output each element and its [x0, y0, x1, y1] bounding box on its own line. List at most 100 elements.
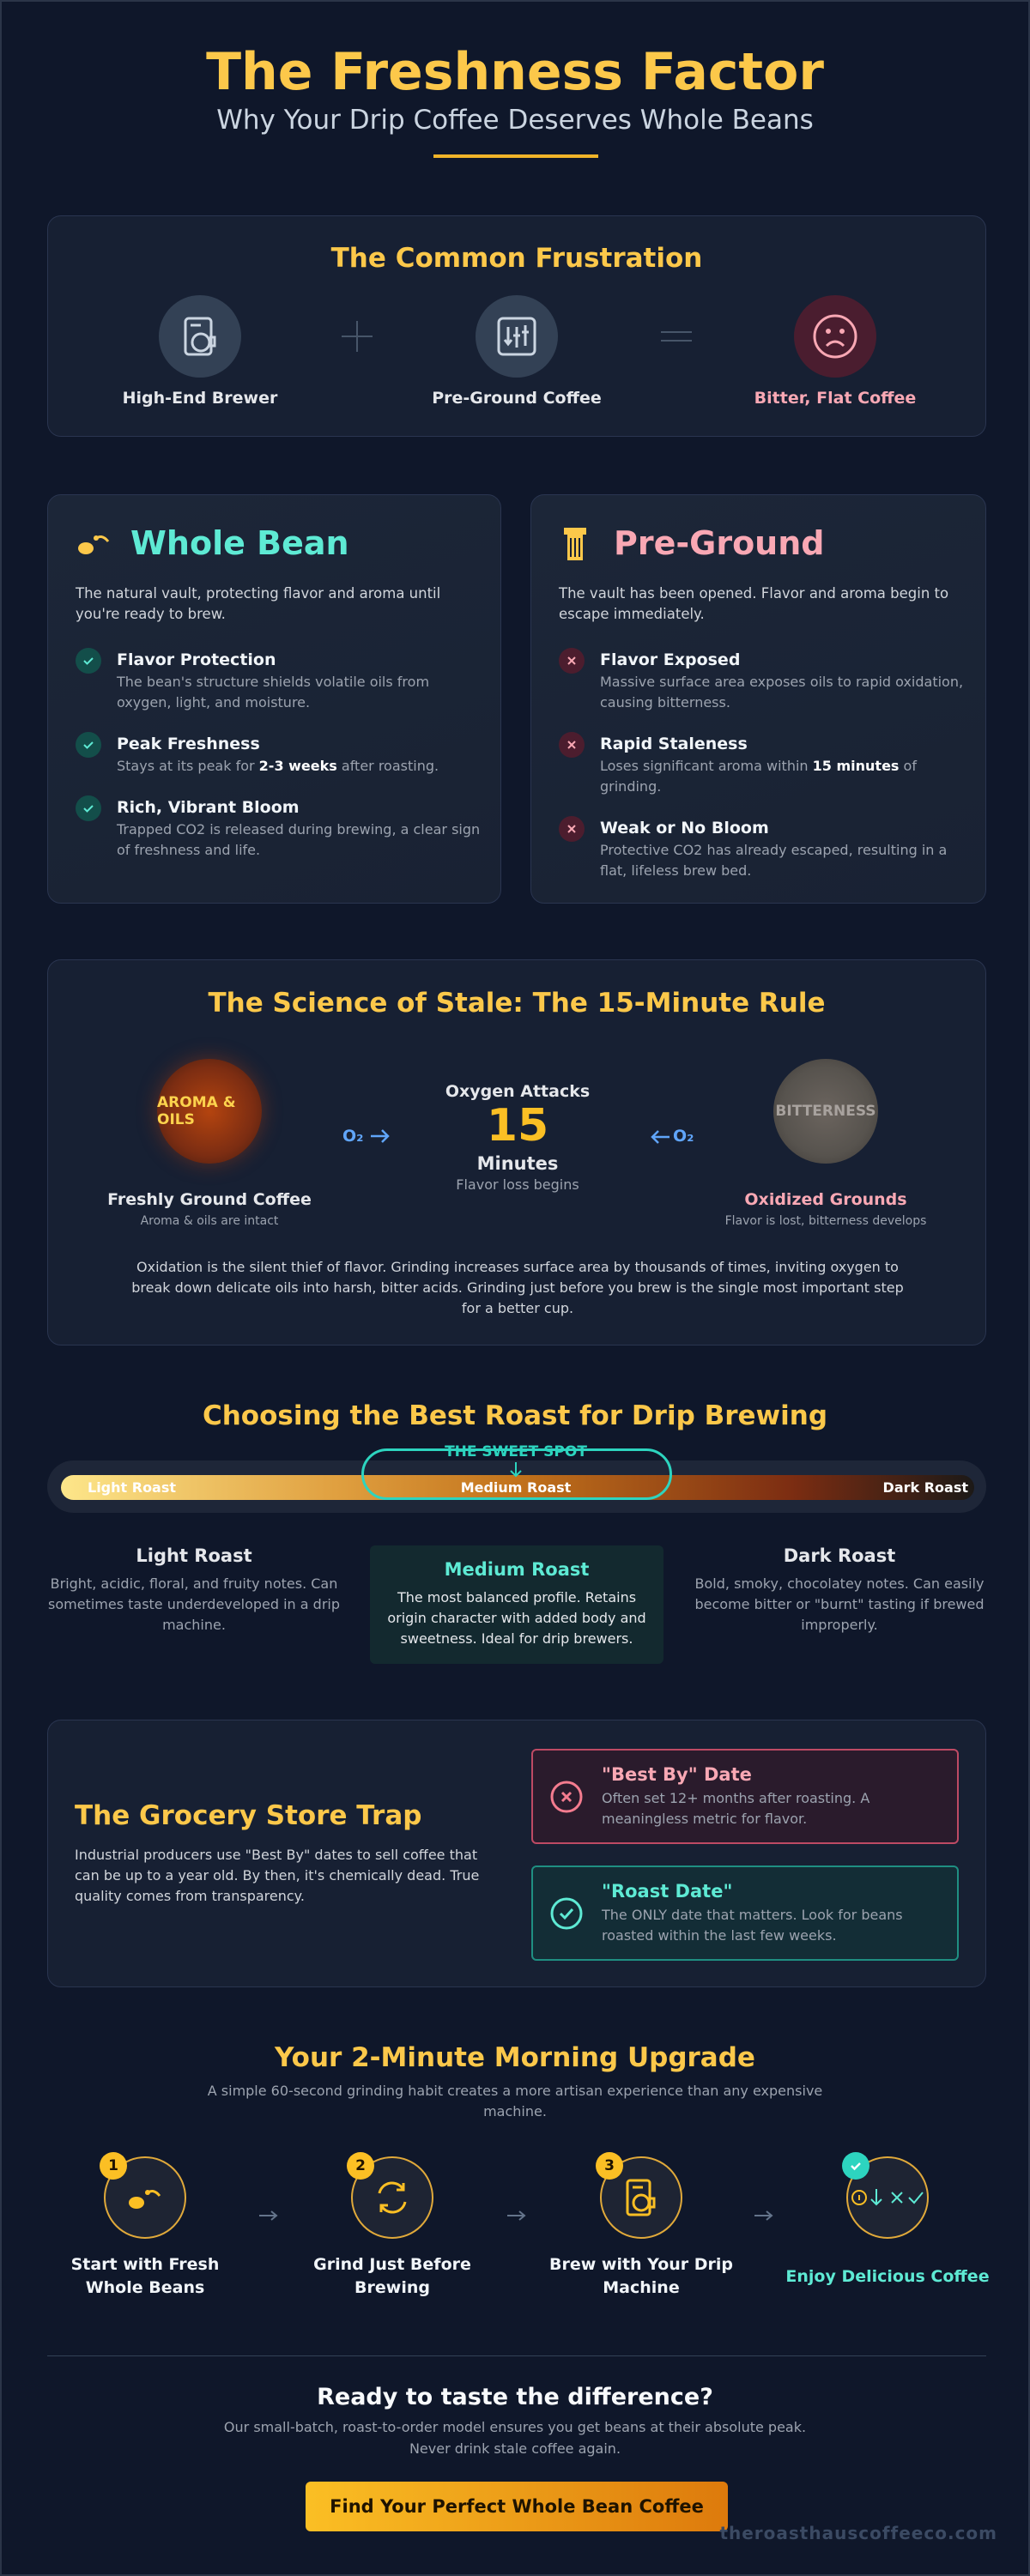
- oxygen-arrow: [371, 1129, 390, 1143]
- item-description: Loses significant aroma within 15 minute…: [600, 756, 969, 797]
- step-arrow: [754, 2210, 773, 2221]
- divider: [47, 2355, 986, 2356]
- item-label: Pre-Ground Coffee: [432, 389, 602, 408]
- fresh-sub: Aroma & oils are intact: [140, 1214, 279, 1228]
- attack-heading: Oxygen Attacks: [445, 1082, 591, 1101]
- card-title: Whole Bean: [130, 524, 349, 562]
- fresh-label: Freshly Ground Coffee: [107, 1190, 312, 1209]
- description-text: after roasting.: [336, 758, 439, 774]
- benefit-list: Flavor Protection The bean's structure sh…: [76, 648, 486, 861]
- icon-glyph: [83, 741, 94, 749]
- description-text: 2-3 weeks: [258, 758, 337, 774]
- page-subtitle: Why Your Drip Coffee Deserves Whole Bean…: [216, 105, 814, 136]
- x-icon: [559, 816, 585, 842]
- stale-circle: BITTERNESS: [773, 1059, 878, 1164]
- item-description: Trapped CO2 is released during brewing, …: [117, 819, 486, 861]
- step-badge: [842, 2152, 869, 2180]
- icon-glyph: [567, 656, 576, 665]
- step-circle: [104, 2156, 186, 2239]
- oxygen-label: O₂: [673, 1127, 694, 1146]
- description-text: 15 minutes: [812, 758, 900, 774]
- list-item: Flavor Protection The bean's structure sh…: [76, 648, 486, 713]
- fresh-circle: AROMA & OILS: [157, 1059, 262, 1164]
- roast-name: Dark Roast: [783, 1545, 896, 1566]
- section-title: Your 2-Minute Morning Upgrade: [275, 2042, 755, 2073]
- description-text: The bean's structure shields volatile oi…: [117, 674, 430, 711]
- item-label: High-End Brewer: [122, 389, 278, 408]
- item-description: Stays at its peak for 2-3 weeks after ro…: [117, 756, 486, 777]
- card-intro: The natural vault, protecting flavor and…: [76, 585, 441, 622]
- roast-desc: The most balanced profile. Retains origi…: [387, 1589, 646, 1647]
- attack-note: Flavor loss begins: [456, 1176, 579, 1193]
- section-title: The Grocery Store Trap: [75, 1800, 422, 1831]
- roast-desc: Bold, smoky, chocolatey notes. Can easil…: [694, 1575, 985, 1633]
- science-card: The Science of Stale: The 15-Minute Rule…: [47, 959, 986, 1345]
- roast-name: Medium Roast: [444, 1559, 590, 1580]
- scale-label: Dark Roast: [882, 1479, 968, 1496]
- list-item: Rich, Vibrant Bloom Trapped CO2 is releas…: [76, 795, 486, 861]
- description-text: Protective CO2 has already escaped, resu…: [600, 842, 948, 879]
- drawback-list: Flavor Exposed Massive surface area expos…: [559, 648, 969, 881]
- card-intro: The vault has been opened. Flavor and ar…: [559, 585, 949, 622]
- attack-number: 15: [486, 1100, 549, 1152]
- date-title: "Roast Date": [602, 1881, 733, 1902]
- scale-label: Medium Roast: [460, 1479, 572, 1496]
- cta-text: Our small-batch, roast-to-order model en…: [223, 2419, 807, 2435]
- page-title: The Freshness Factor: [206, 42, 824, 102]
- item-title: Rich, Vibrant Bloom: [117, 798, 300, 817]
- brewer-icon: [159, 295, 241, 378]
- cta-button[interactable]: Find Your Perfect Whole Bean Coffee: [306, 2482, 728, 2531]
- check-icon: [76, 648, 101, 674]
- date-desc: The ONLY date that matters. Look for bea…: [602, 1907, 903, 1944]
- item-description: Protective CO2 has already escaped, resu…: [600, 840, 969, 881]
- item-title: Peak Freshness: [117, 735, 260, 753]
- scale-label: Light Roast: [88, 1479, 177, 1496]
- item-label: Bitter, Flat Coffee: [754, 389, 917, 408]
- whole-bean-card: Whole Bean The natural vault, protecting…: [47, 494, 501, 904]
- step-icon: [626, 2179, 656, 2216]
- description-text: of grinding.: [600, 758, 917, 795]
- plus-sign: [342, 321, 373, 352]
- sweet-spot-arrow: [510, 1462, 522, 1478]
- check-icon: [76, 795, 101, 821]
- step-label: Start with Fresh Whole Beans: [70, 2255, 220, 2297]
- step-icon: [378, 2181, 407, 2214]
- upgrade-subtitle: A simple 60-second grinding habit create…: [207, 2083, 823, 2119]
- step-label: Grind Just Before Brewing: [313, 2255, 471, 2297]
- item-description: Massive surface area exposes oils to rap…: [600, 672, 969, 713]
- step-icon: [851, 2189, 924, 2206]
- bitter-icon: [794, 295, 876, 378]
- sweet-spot-label: THE SWEET SPOT: [445, 1443, 587, 1460]
- science-paragraph: Oxidation is the silent thief of flavor.…: [131, 1259, 904, 1316]
- icon-glyph: [83, 805, 94, 813]
- icon-glyph: [567, 741, 576, 749]
- x-icon: [559, 648, 585, 674]
- circle-label: BITTERNESS: [775, 1103, 876, 1120]
- roast-date-box: "Roast Date" The ONLY date that matters.…: [531, 1865, 959, 1961]
- list-item: Weak or No Bloom Protective CO2 has alrea…: [559, 816, 969, 881]
- cta-text: Never drink stale coffee again.: [409, 2440, 621, 2457]
- pre-ground-card: Pre-Ground The vault has been opened. Fl…: [530, 494, 986, 904]
- stale-sub: Flavor is lost, bitterness develops: [724, 1214, 927, 1228]
- item-title: Flavor Exposed: [600, 650, 741, 669]
- step-label: Brew with Your Drip Machine: [548, 2255, 734, 2297]
- sweet-spot-outline: [361, 1448, 672, 1500]
- step-badge: 3: [596, 2152, 623, 2180]
- icon-glyph: [83, 657, 94, 665]
- frustration-card: The Common Frustration High-End Brewer P…: [47, 215, 986, 437]
- roast-name: Light Roast: [136, 1545, 252, 1566]
- check-glyph: [851, 2162, 861, 2171]
- roast-gradient: [61, 1475, 974, 1500]
- section-title: The Science of Stale: The 15-Minute Rule: [208, 988, 826, 1019]
- description-text: Loses significant aroma within: [600, 758, 813, 774]
- item-title: Rapid Staleness: [600, 735, 748, 753]
- step-badge: 1: [100, 2152, 127, 2180]
- list-item: Rapid Staleness Loses significant aroma w…: [559, 732, 969, 797]
- description-text: Stays at its peak for: [117, 758, 259, 774]
- best-by-box: "Best By" Date Often set 12+ months afte…: [531, 1749, 959, 1844]
- step-label: Enjoy Delicious Coffee: [785, 2267, 990, 2286]
- attack-unit: Minutes: [476, 1153, 559, 1174]
- item-title: Flavor Protection: [117, 650, 276, 669]
- section-title: The Common Frustration: [330, 243, 703, 274]
